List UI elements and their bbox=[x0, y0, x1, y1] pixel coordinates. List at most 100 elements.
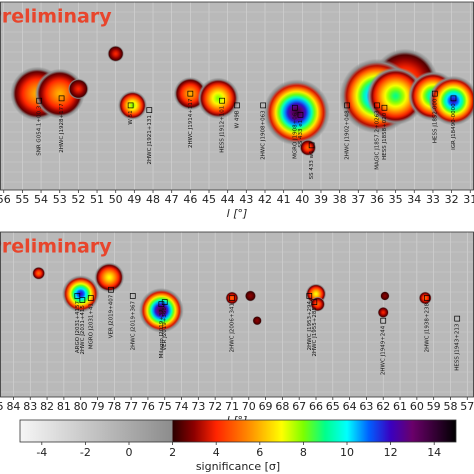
source-label: Milagro J2019+37 bbox=[159, 309, 165, 359]
colorbar-tick-label: 10 bbox=[340, 446, 354, 459]
x-tick-label: 54 bbox=[34, 193, 48, 206]
source-label: ARGO J2031+4157 bbox=[75, 300, 81, 353]
x-tick-label: 85 bbox=[0, 400, 4, 413]
significance-blob bbox=[68, 78, 89, 100]
source-label: 2HWC J2006+341 bbox=[229, 303, 235, 352]
source-marker bbox=[311, 299, 318, 305]
x-tick-label: 60 bbox=[410, 400, 424, 413]
x-tick-label: 43 bbox=[239, 193, 253, 206]
significance-blob bbox=[366, 66, 425, 126]
x-tick-label: 48 bbox=[146, 193, 160, 206]
x-tick-label: 70 bbox=[242, 400, 256, 413]
x-tick-label: 66 bbox=[309, 400, 323, 413]
x-tick-label: 42 bbox=[258, 193, 272, 206]
x-tick-label: 45 bbox=[202, 193, 216, 206]
source-marker bbox=[292, 104, 298, 111]
source-label: HESS J1912+101 bbox=[220, 106, 226, 153]
source-marker bbox=[108, 286, 114, 293]
source-label: 2HWC J1914+117 bbox=[188, 98, 194, 148]
source-marker bbox=[454, 315, 461, 322]
x-tick-label: 32 bbox=[445, 193, 459, 206]
x-tick-label: 38 bbox=[333, 193, 347, 206]
source-marker bbox=[58, 95, 65, 102]
source-marker bbox=[87, 295, 94, 301]
source-label: 2HWC J1938+238 bbox=[424, 303, 430, 353]
source-label: 2HWC J1908+063 bbox=[261, 110, 267, 160]
source-marker bbox=[306, 293, 313, 299]
source-label: 2HWC J1949+244 bbox=[381, 325, 387, 375]
x-tick-label: 58 bbox=[443, 400, 457, 413]
source-label: 2HWC J1902+048 bbox=[345, 110, 351, 160]
source-label: 2HWC J2019+367 bbox=[130, 300, 136, 350]
x-tick-label: 69 bbox=[259, 400, 273, 413]
source-marker bbox=[380, 317, 387, 324]
x-tick-label: 61 bbox=[393, 400, 407, 413]
x-tick-label: 67 bbox=[292, 400, 306, 413]
source-label: VER J2019+368 bbox=[162, 307, 168, 351]
source-label: SS 433 e1 bbox=[298, 120, 304, 148]
source-label: W 49B bbox=[235, 110, 241, 128]
x-tick-label: 82 bbox=[40, 400, 54, 413]
x-tick-label: 31 bbox=[463, 193, 474, 206]
x-tick-label: 76 bbox=[141, 400, 155, 413]
source-label: SS 433 w1 bbox=[309, 150, 315, 179]
source-label: MGRO J2031+41 bbox=[88, 303, 94, 349]
source-label: W 51 bbox=[128, 110, 134, 124]
x-tick-label: 57 bbox=[460, 400, 474, 413]
source-marker bbox=[344, 102, 350, 109]
source-marker bbox=[424, 295, 430, 301]
significance-blob bbox=[225, 291, 239, 305]
source-marker bbox=[129, 293, 136, 299]
source-label: MGRO J1908+06 bbox=[292, 112, 298, 159]
colorbar-tick-label: 0 bbox=[126, 446, 133, 459]
source-marker bbox=[234, 102, 240, 109]
source-label: 2HWC J1928+177 bbox=[59, 103, 65, 153]
x-tick-label: 40 bbox=[295, 193, 309, 206]
source-marker bbox=[450, 95, 457, 102]
colorbar-tick-label: 4 bbox=[213, 446, 220, 459]
source-marker bbox=[260, 102, 266, 109]
source-label: 2HWC J1953+294 bbox=[307, 300, 313, 350]
source-marker bbox=[431, 90, 438, 97]
x-tick-label: 81 bbox=[57, 400, 71, 413]
colorbar bbox=[19, 419, 457, 443]
map-panel: ARGO J2031+4157 2HWC J2031+415 MGRO J2031+… bbox=[0, 232, 474, 397]
map-background bbox=[0, 232, 474, 397]
colorbar-tick-label: 8 bbox=[300, 446, 307, 459]
x-tick-label: 33 bbox=[426, 193, 440, 206]
significance-blob bbox=[263, 79, 330, 146]
x-tick-label: 83 bbox=[23, 400, 37, 413]
source-marker bbox=[79, 297, 86, 303]
colorbar-label: significance [σ] bbox=[196, 460, 280, 473]
source-marker bbox=[74, 293, 81, 299]
source-label: SNR G054.1+00.3 bbox=[37, 105, 43, 156]
significance-blob bbox=[244, 290, 257, 302]
x-tick-label: 79 bbox=[90, 400, 104, 413]
x-tick-label: 73 bbox=[191, 400, 205, 413]
x-tick-label: 52 bbox=[71, 193, 85, 206]
x-tick-label: 50 bbox=[109, 193, 123, 206]
map-panel: SNR G054.1+00.3 2HWC J1928+177 W 51 2HWC J1… bbox=[0, 2, 474, 190]
source-label: IGR J18490-0000 bbox=[451, 103, 457, 150]
x-tick-label: 47 bbox=[165, 193, 179, 206]
colorbar-tick-label: -4 bbox=[36, 446, 47, 459]
significance-blob bbox=[117, 90, 148, 120]
colorbar-tick-label: -2 bbox=[80, 446, 91, 459]
x-tick-label: 44 bbox=[221, 193, 235, 206]
source-label: VER J2019+407 bbox=[108, 294, 114, 338]
x-tick-label: 34 bbox=[407, 193, 421, 206]
x-tick-label: 35 bbox=[389, 193, 403, 206]
significance-blob bbox=[107, 45, 124, 62]
source-label: HESS J1852-000 bbox=[432, 98, 438, 143]
source-marker bbox=[158, 301, 165, 308]
source-marker bbox=[146, 107, 153, 113]
source-marker bbox=[161, 299, 168, 305]
x-tick-label: 62 bbox=[376, 400, 390, 413]
source-marker bbox=[381, 104, 388, 111]
x-tick-label: 41 bbox=[277, 193, 291, 206]
significance-blob bbox=[377, 306, 389, 319]
x-tick-label: 84 bbox=[6, 400, 20, 413]
source-label: 2HWC J1955+285 bbox=[312, 307, 318, 357]
colorbar-tick-label: 2 bbox=[169, 446, 176, 459]
